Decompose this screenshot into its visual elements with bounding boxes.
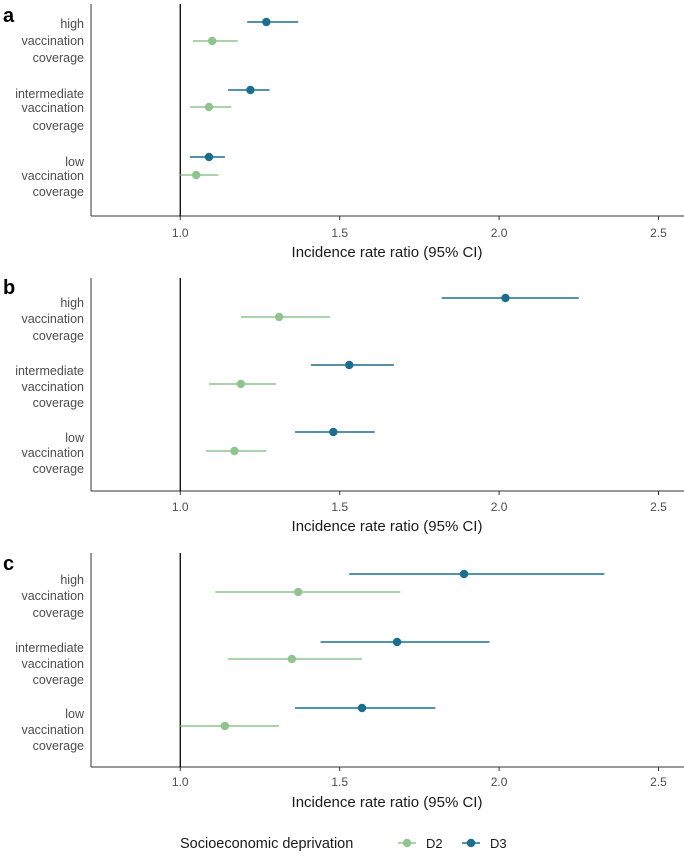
point-estimate-d3: [357, 703, 367, 713]
point-estimate-d2: [207, 36, 217, 46]
category-label: vaccination: [21, 312, 84, 326]
point-estimate-d2: [287, 654, 297, 664]
category-label: coverage: [33, 119, 84, 133]
category-label: high: [60, 17, 84, 31]
point-estimate-d2: [230, 446, 239, 456]
legend: Socioeconomic deprivation D2 D3: [180, 836, 507, 852]
x-axis-title: Incidence rate ratio (95% CI): [292, 518, 483, 535]
category-label: vaccination: [21, 380, 84, 394]
category-label: low: [65, 155, 85, 169]
category-label: vaccination: [21, 101, 84, 115]
panel-c: c high vaccination coverage intermediate vacc…: [3, 553, 684, 811]
x-tick-label: 2.0: [491, 775, 508, 789]
category-label: low: [65, 707, 85, 721]
point-estimate-d3: [204, 152, 214, 162]
panel-b: b high vaccination coverage intermediate vacc…: [3, 277, 684, 535]
x-tick-label: 1.5: [331, 226, 348, 240]
category-label: vaccination: [21, 589, 84, 603]
category-label: vaccination: [21, 169, 84, 183]
category-label: coverage: [33, 462, 84, 476]
panel-letter: b: [3, 277, 15, 299]
x-tick-label: 1.0: [172, 226, 189, 240]
x-axis-title: Incidence rate ratio (95% CI): [292, 244, 483, 261]
panel-a: a highvaccinationcoverageintermediatevacc…: [3, 4, 684, 261]
x-axis-title: Incidence rate ratio (95% CI): [292, 794, 483, 811]
category-label: coverage: [33, 51, 84, 65]
category-label: high: [60, 573, 84, 587]
x-tick-label: 1.0: [172, 500, 189, 514]
category-label: vaccination: [21, 34, 84, 48]
point-estimate-d2: [274, 312, 284, 322]
legend-title: Socioeconomic deprivation: [180, 836, 353, 852]
category-label: intermediate: [15, 87, 84, 101]
point-estimate-d2: [220, 721, 230, 731]
category-label: coverage: [33, 185, 84, 199]
point-estimate-d3: [459, 569, 469, 579]
point-estimate-d3: [262, 17, 271, 27]
category-label: intermediate: [15, 364, 84, 378]
category-label: coverage: [33, 673, 84, 687]
category-label: vaccination: [21, 723, 84, 737]
point-estimate-d3: [246, 85, 255, 95]
point-estimate-d3: [392, 637, 402, 647]
legend-label-d3: D3: [490, 836, 507, 851]
category-label: high: [60, 296, 84, 310]
point-estimate-d2: [192, 170, 201, 180]
point-estimate-d2: [294, 587, 303, 597]
point-estimate-d3: [329, 427, 338, 437]
category-label: vaccination: [21, 657, 84, 671]
x-tick-label: 1.5: [331, 775, 348, 789]
category-label: coverage: [33, 329, 84, 343]
x-tick-label: 2.5: [650, 500, 667, 514]
category-label: vaccination: [21, 446, 84, 460]
legend-key-point-d2: [402, 838, 412, 848]
point-estimate-d3: [501, 293, 510, 303]
x-tick-label: 2.5: [650, 226, 667, 240]
point-estimate-d2: [204, 102, 214, 112]
category-label: coverage: [33, 739, 84, 753]
legend-label-d2: D2: [426, 836, 443, 851]
point-estimate-d3: [345, 360, 354, 370]
category-label: intermediate: [15, 641, 84, 655]
x-tick-label: 2.0: [491, 226, 508, 240]
x-tick-label: 2.5: [650, 775, 667, 789]
panel-letter: c: [3, 553, 14, 575]
category-label: coverage: [33, 606, 84, 620]
category-label: low: [65, 431, 85, 445]
category-label: coverage: [33, 396, 84, 410]
x-tick-label: 1.5: [331, 500, 348, 514]
x-tick-label: 1.0: [172, 775, 189, 789]
legend-key-point-d3: [466, 838, 476, 848]
x-tick-label: 2.0: [491, 500, 508, 514]
point-estimate-d2: [236, 379, 246, 389]
panel-letter: a: [3, 5, 15, 27]
